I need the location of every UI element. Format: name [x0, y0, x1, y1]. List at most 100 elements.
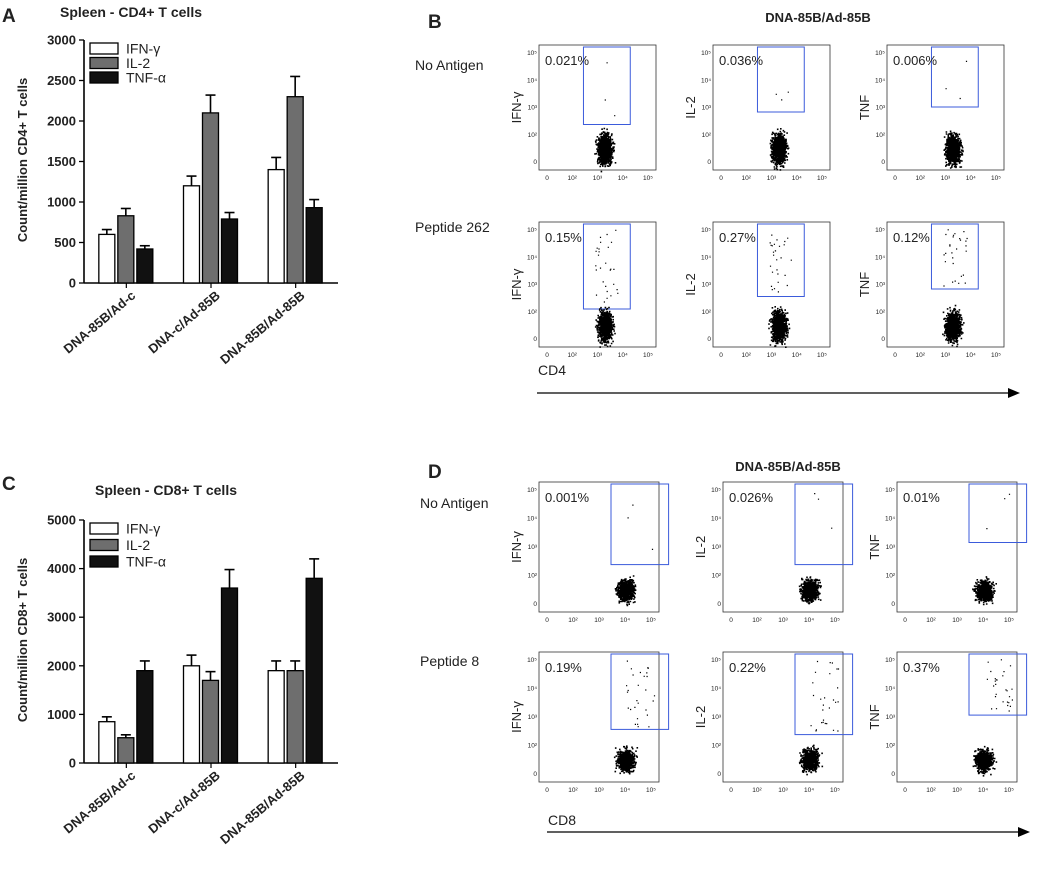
y-tick-label: 0: [717, 771, 721, 778]
y-tick-label: 10³: [528, 105, 538, 112]
bar: [220, 218, 239, 284]
panel-letter-a: A: [2, 6, 16, 27]
y-tick-label: 10²: [528, 573, 538, 580]
x-tick-label: 10⁴: [804, 617, 814, 624]
y-tick-label: 10²: [702, 309, 712, 316]
y-tick-label: 10²: [528, 743, 538, 750]
scatter-plot: 10⁵ 10⁴ 10³ 10² 0 0 10² 10³ 10⁴ 10⁵ TNF 0.37%: [867, 651, 1028, 794]
y-tick-label: 0: [533, 159, 537, 166]
y-axis-label: IFN-γ: [509, 268, 524, 300]
flow-panel-cd8: DNA-85B/Ad-85B No Antigen Peptide 8 CD8 …: [420, 459, 1030, 837]
legend-label: TNF-α: [126, 554, 166, 570]
percentage-label: 0.021%: [545, 53, 590, 68]
bar: [305, 577, 323, 764]
plot-frame: [712, 221, 831, 348]
bar: [286, 96, 304, 284]
x-tick-label: 10⁴: [792, 175, 802, 182]
gate-box: [756, 46, 805, 113]
y-tick-label: 10²: [702, 132, 712, 139]
x-tick-label: 10⁵: [1004, 617, 1014, 624]
bar: [117, 737, 135, 764]
legend-label: IFN-γ: [126, 41, 160, 57]
y-tick-label: 10⁴: [527, 686, 537, 693]
y-tick-label: 10⁵: [527, 50, 537, 57]
legend-label: TNF-α: [126, 70, 166, 86]
legend-swatch: [89, 522, 119, 535]
event-dots: [613, 660, 656, 775]
plot-frame: [538, 221, 657, 348]
bar: [182, 185, 201, 284]
x-tick-label: 10²: [926, 787, 936, 794]
x-tick-label: 10⁵: [817, 352, 827, 359]
scatter-plot: 10⁵ 10⁴ 10³ 10² 0 0 10² 10³ 10⁴ 10⁵ IFN-γ 0.19%: [509, 651, 670, 794]
y-tick-label: 5000: [47, 513, 76, 528]
percentage-label: 0.19%: [545, 660, 582, 675]
y-tick-label: 10³: [886, 714, 896, 721]
x-tick-label: 10⁵: [646, 617, 656, 624]
y-tick-label: 10²: [886, 743, 896, 750]
y-tick-label: 10³: [528, 714, 538, 721]
legend-swatch: [89, 56, 119, 70]
event-dots: [943, 60, 968, 169]
category-label: DNA-85B/Ad-c: [61, 768, 139, 837]
chart-title: Spleen - CD4+ T cells: [60, 4, 202, 20]
y-tick-label: 10⁵: [711, 487, 721, 494]
percentage-label: 0.37%: [903, 660, 940, 675]
x-tick-label: 10³: [778, 787, 788, 794]
legend-swatch: [89, 42, 119, 55]
y-tick-label: 10⁴: [701, 77, 711, 84]
y-axis-label: IFN-γ: [509, 531, 524, 563]
bar: [286, 670, 304, 764]
y-tick-label: 1000: [47, 195, 76, 210]
y-tick-label: 10⁵: [885, 657, 895, 664]
gate-box: [930, 46, 979, 108]
bar: [136, 248, 154, 284]
plot-frame: [538, 44, 657, 171]
gate-box: [582, 46, 631, 125]
x-tick-label: 10⁴: [620, 617, 630, 624]
y-tick-label: 10⁵: [875, 227, 885, 234]
y-axis-label: IL-2: [693, 706, 708, 728]
x-tick-label: 10⁵: [991, 352, 1001, 359]
bar-chart-cd4: Spleen - CD4+ T cells Count/million CD4+…: [15, 4, 338, 367]
x-tick-label: 10²: [742, 352, 752, 359]
y-tick-label: 10⁴: [527, 77, 537, 84]
y-tick-label: 10²: [712, 743, 722, 750]
plot-frame: [712, 44, 831, 171]
bar: [201, 679, 220, 764]
bar: [117, 215, 135, 284]
y-axis-label: IFN-γ: [509, 701, 524, 733]
y-axis-label: TNF: [857, 272, 872, 297]
y-tick-label: 0: [533, 601, 537, 608]
x-tick-label: 10²: [568, 175, 578, 182]
x-tick-label: 0: [903, 617, 907, 624]
x-tick-label: 10³: [941, 352, 951, 359]
y-tick-label: 10⁵: [885, 487, 895, 494]
y-tick-label: 10⁵: [875, 50, 885, 57]
x-tick-label: 10⁴: [966, 175, 976, 182]
legend-label: IL-2: [126, 55, 150, 71]
event-dots: [768, 234, 792, 348]
y-tick-label: 10²: [876, 309, 886, 316]
gate-box: [794, 483, 854, 566]
y-tick-label: 500: [54, 235, 76, 250]
x-tick-label: 10⁴: [620, 787, 630, 794]
x-tick-label: 0: [893, 175, 897, 182]
x-tick-label: 10³: [767, 175, 777, 182]
panel-letter-c: C: [2, 474, 16, 495]
y-tick-label: 10⁵: [527, 657, 537, 664]
y-tick-label: 10³: [876, 105, 886, 112]
y-tick-label: 10³: [528, 544, 538, 551]
scatter-plot: 10⁵ 10⁴ 10³ 10² 0 0 10² 10³ 10⁴ 10⁵ IFN-γ 0.15%: [509, 221, 657, 359]
x-tick-label: 10³: [593, 175, 603, 182]
event-dots: [769, 91, 790, 171]
y-tick-label: 10⁴: [527, 516, 537, 523]
y-tick-label: 10⁴: [875, 77, 885, 84]
scatter-plot: 10⁵ 10⁴ 10³ 10² 0 0 10² 10³ 10⁴ 10⁵ IFN-γ 0.021%: [509, 44, 657, 182]
y-tick-label: 10⁴: [885, 516, 895, 523]
y-tick-label: 10²: [528, 309, 538, 316]
x-tick-label: 10⁵: [991, 175, 1001, 182]
y-tick-label: 10²: [712, 573, 722, 580]
event-dots: [972, 659, 1013, 777]
